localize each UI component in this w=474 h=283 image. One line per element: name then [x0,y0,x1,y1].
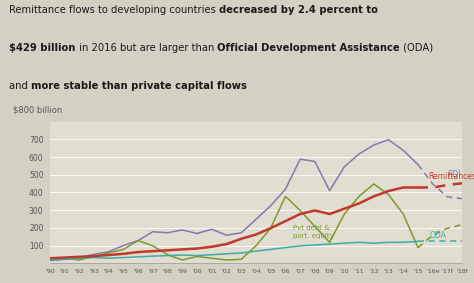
Text: more stable than private capital flows: more stable than private capital flows [31,81,247,91]
Text: in 2016 but are larger than: in 2016 but are larger than [76,43,218,53]
Text: Pvt debt &
port. equity: Pvt debt & port. equity [293,225,334,239]
Text: $429 billion: $429 billion [9,43,76,53]
Text: decreased by 2.4 percent to: decreased by 2.4 percent to [219,5,378,15]
Text: and: and [9,81,31,91]
Text: Remittances: Remittances [428,172,474,181]
Text: FDI: FDI [447,170,461,179]
Text: Official Development Assistance: Official Development Assistance [218,43,400,53]
Text: Remittance flows to developing countries: Remittance flows to developing countries [9,5,219,15]
Text: ODA: ODA [430,231,447,240]
Text: $800 billion: $800 billion [13,106,62,115]
Text: (ODA): (ODA) [400,43,433,53]
